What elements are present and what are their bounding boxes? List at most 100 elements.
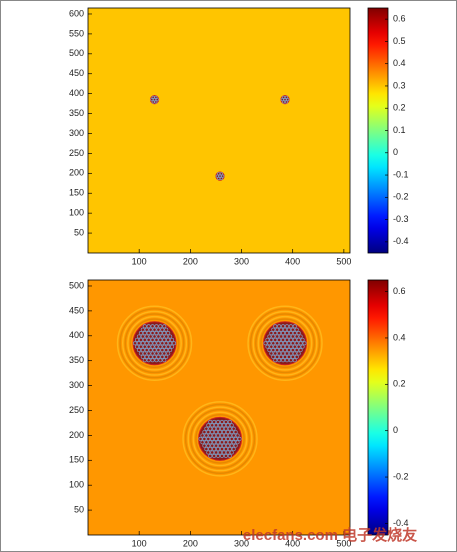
spot-cell bbox=[200, 433, 205, 438]
spot-cell bbox=[300, 337, 305, 342]
spot-cell bbox=[279, 327, 284, 332]
spot-cell bbox=[164, 341, 169, 346]
spot-cell bbox=[284, 358, 289, 363]
y-tick-label: 100 bbox=[69, 480, 84, 490]
colorbar-tick-label: -0.3 bbox=[393, 214, 409, 224]
spot-cell bbox=[225, 423, 230, 428]
spot-cell bbox=[140, 341, 145, 346]
spot-cell bbox=[168, 348, 173, 353]
spot-cell bbox=[286, 327, 291, 332]
spot-cell bbox=[298, 348, 303, 353]
y-tick-label: 400 bbox=[69, 330, 84, 340]
spot-cell bbox=[225, 443, 230, 448]
spot-cell bbox=[150, 331, 155, 336]
ripple bbox=[257, 315, 313, 371]
spot-cell bbox=[275, 341, 280, 346]
spot-cell bbox=[214, 423, 219, 428]
spot-cell bbox=[136, 348, 141, 353]
spot-cell bbox=[233, 430, 238, 435]
y-tick-label: 550 bbox=[69, 28, 84, 38]
spot-cell bbox=[150, 358, 155, 363]
spot-cell bbox=[292, 344, 297, 349]
spot-cell bbox=[212, 447, 217, 452]
spot bbox=[116, 305, 193, 381]
spot-cell bbox=[281, 351, 286, 356]
spot-cell bbox=[144, 348, 149, 353]
spot-cell bbox=[214, 443, 219, 448]
spot-cell bbox=[166, 331, 171, 336]
ripple bbox=[260, 318, 310, 369]
spot-cell bbox=[156, 334, 161, 339]
spot-cell bbox=[166, 337, 171, 342]
watermark: elecfans.com 电子发烧友 bbox=[243, 526, 417, 544]
spot-cell bbox=[223, 447, 228, 452]
spot-cell bbox=[229, 430, 234, 435]
ripple bbox=[121, 310, 188, 376]
x-tick-label: 300 bbox=[234, 538, 249, 548]
spot-cell bbox=[142, 324, 147, 329]
spot-cell bbox=[223, 419, 228, 424]
spot bbox=[247, 305, 323, 381]
spot-cell bbox=[225, 430, 230, 435]
ripple bbox=[249, 308, 321, 379]
spot-cell bbox=[164, 348, 169, 353]
spot-cell bbox=[292, 358, 297, 363]
spot-cell bbox=[286, 98, 290, 102]
spot-cell bbox=[223, 433, 228, 438]
spot-cell bbox=[284, 95, 288, 99]
spot-cell bbox=[275, 334, 280, 339]
spot-cell bbox=[154, 331, 159, 336]
spot-cell bbox=[227, 426, 232, 431]
spot-cell bbox=[156, 348, 161, 353]
spot-cell bbox=[298, 334, 303, 339]
y-tick-label: 450 bbox=[69, 305, 84, 315]
ripple bbox=[247, 305, 323, 381]
spot-cell bbox=[164, 327, 169, 332]
y-tick-label: 600 bbox=[69, 8, 84, 18]
spot-cell bbox=[170, 337, 175, 342]
spot-cell bbox=[294, 327, 299, 332]
ripple bbox=[255, 313, 315, 374]
spot-cell bbox=[227, 419, 232, 424]
spot-cell bbox=[223, 426, 228, 431]
spot-cell bbox=[142, 331, 147, 336]
spot-cell bbox=[208, 453, 213, 458]
spot-cell bbox=[158, 331, 163, 336]
spot-cell bbox=[218, 423, 223, 428]
spot-cell bbox=[170, 344, 175, 349]
spot-cell bbox=[290, 334, 295, 339]
spot-cell bbox=[219, 172, 223, 176]
y-tick-label: 450 bbox=[69, 68, 84, 78]
spot-cell bbox=[208, 426, 213, 431]
spot-cell bbox=[150, 337, 155, 342]
spot-cell bbox=[154, 95, 158, 99]
x-tick-label: 500 bbox=[336, 538, 351, 548]
y-tick-label: 300 bbox=[69, 128, 84, 138]
spot-cell bbox=[152, 341, 157, 346]
spot-cell bbox=[292, 324, 297, 329]
spot-cell bbox=[269, 337, 274, 342]
spot-cell bbox=[142, 344, 147, 349]
spot-cell bbox=[221, 443, 226, 448]
spot bbox=[280, 95, 290, 105]
spot-cell bbox=[286, 354, 291, 359]
spot-cell bbox=[152, 354, 157, 359]
spot-cell bbox=[142, 351, 147, 356]
spot-cell bbox=[146, 331, 151, 336]
spot-cell bbox=[235, 440, 240, 445]
spot-cell bbox=[206, 450, 211, 455]
spot-cell bbox=[288, 331, 293, 336]
spot-cell bbox=[198, 436, 203, 441]
y-tick-label: 150 bbox=[69, 188, 84, 198]
spot-cell bbox=[221, 436, 226, 441]
axes-box bbox=[87, 7, 351, 254]
x-tick-label: 100 bbox=[132, 538, 147, 548]
spot-cell bbox=[277, 358, 282, 363]
spot-cell bbox=[202, 430, 207, 435]
ripple bbox=[124, 313, 185, 374]
spot-cell bbox=[288, 337, 293, 342]
heatmap-background bbox=[88, 280, 350, 535]
spot-cell bbox=[296, 337, 301, 342]
spot-cell bbox=[267, 348, 272, 353]
spot-cell bbox=[229, 443, 234, 448]
